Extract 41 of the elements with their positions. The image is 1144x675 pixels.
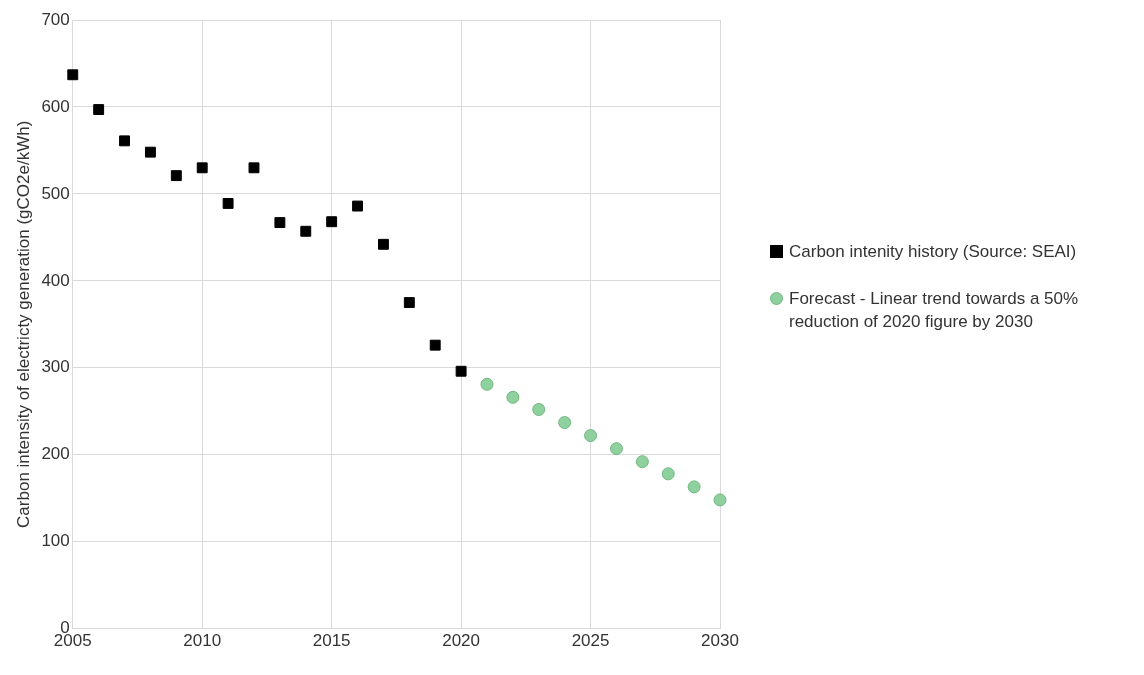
legend-label: Forecast - Linear trend towards a 50% reduction of 2020 figure by 2030: [789, 288, 1080, 333]
point: [455, 365, 467, 377]
point: [326, 216, 338, 228]
point: [274, 217, 286, 229]
point: [300, 225, 312, 237]
x-tick-label: 2025: [571, 631, 610, 651]
point: [222, 198, 234, 209]
point: [67, 69, 79, 81]
point: [170, 170, 182, 182]
y-tick-label: 200: [41, 444, 70, 464]
point: [532, 403, 546, 416]
point: [558, 416, 572, 430]
point: [584, 429, 598, 443]
point: [609, 442, 623, 456]
point: [403, 297, 415, 309]
point: [144, 146, 156, 158]
point: [661, 467, 675, 481]
point: [713, 493, 727, 507]
y-axis-title: Carbon intensity of electricty generation (gCO2e/kWh): [13, 120, 33, 528]
x-tick-label: 2015: [312, 631, 351, 651]
point: [196, 162, 208, 174]
point: [93, 104, 105, 115]
point: [119, 135, 130, 147]
point: [635, 455, 649, 469]
y-tick-label: 600: [41, 96, 70, 116]
point: [248, 162, 260, 174]
x-tick-label: 2020: [442, 631, 481, 651]
point: [480, 377, 494, 391]
y-tick-label: 700: [41, 9, 70, 29]
x-tick-label: 2010: [183, 631, 222, 651]
y-tick-label: 400: [41, 270, 70, 290]
y-tick-label: 500: [41, 183, 70, 203]
y-tick-label: 300: [41, 357, 70, 377]
point: [506, 390, 520, 404]
point: [352, 200, 363, 212]
x-tick-label: 2030: [701, 631, 739, 651]
point: [377, 238, 389, 250]
legend-label: Carbon intenity history (Source: SEAI): [789, 241, 1077, 263]
point: [429, 339, 441, 351]
point: [687, 480, 701, 494]
y-tick-label: 100: [41, 531, 70, 551]
